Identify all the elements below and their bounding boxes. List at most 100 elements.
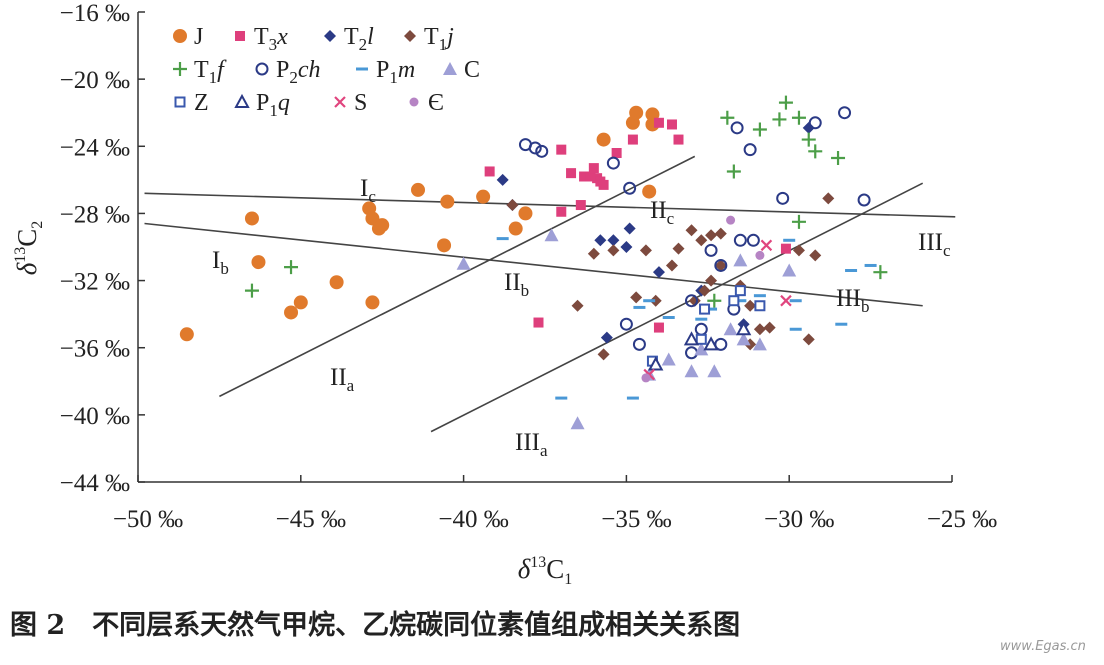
point [575, 200, 586, 211]
label-element: C [546, 554, 564, 584]
region-label: IIc [650, 197, 675, 228]
point [630, 291, 643, 304]
point [780, 243, 791, 254]
point [362, 201, 377, 216]
point [623, 222, 636, 235]
region-label: IIIb [836, 285, 869, 316]
reference-line [219, 155, 696, 398]
point [733, 253, 748, 267]
reference-line [144, 192, 956, 218]
point [752, 337, 767, 351]
point [571, 299, 584, 312]
point [639, 244, 652, 257]
point [699, 303, 711, 315]
point [707, 293, 722, 308]
point [780, 294, 792, 307]
point [411, 182, 426, 197]
point [496, 173, 509, 186]
point [714, 227, 727, 240]
point [535, 144, 549, 158]
point [371, 221, 386, 236]
point [649, 294, 662, 307]
point [544, 228, 559, 242]
region-label: Ic [360, 175, 376, 206]
point [734, 285, 746, 297]
point [838, 106, 852, 120]
point [831, 151, 846, 166]
region-label: IIIa [515, 429, 548, 460]
x-tick-label: −45 ‰ [276, 506, 346, 533]
point [653, 322, 664, 333]
legend-label: T3x [254, 24, 288, 54]
x-tick-label: −50 ‰ [113, 506, 183, 533]
point [476, 189, 491, 204]
legend-marker [404, 30, 416, 42]
point [672, 242, 685, 255]
point [508, 221, 523, 236]
point [705, 274, 718, 287]
point [518, 206, 533, 221]
point [284, 305, 299, 320]
point [714, 258, 728, 272]
y-tick-label: −44 ‰ [60, 470, 130, 497]
point [620, 241, 633, 253]
legend-marker [235, 31, 245, 41]
point [570, 416, 585, 430]
point [735, 321, 752, 336]
point [791, 214, 806, 229]
point [437, 238, 452, 253]
caption: 图 2 不同层系天然气甲烷、乙烷碳同位素值组成相关关系图 [10, 609, 740, 641]
point [791, 110, 806, 125]
x-tick-label: −30 ‰ [764, 506, 834, 533]
y-tick-label: −32 ‰ [60, 269, 130, 296]
point [744, 299, 757, 312]
point [607, 234, 620, 247]
y-tick-label: −28 ‰ [60, 201, 130, 228]
point [705, 229, 718, 242]
watermark: www.Egas.cn [1000, 639, 1086, 654]
point [736, 332, 751, 346]
y-tick-label: −40 ‰ [60, 403, 130, 430]
y-tick-label: −36 ‰ [60, 336, 130, 363]
point [684, 364, 699, 378]
y-tick-label: −16 ‰ [60, 0, 130, 27]
point [772, 112, 787, 127]
point [607, 244, 620, 257]
point [703, 336, 719, 351]
point [695, 234, 708, 247]
point [244, 211, 259, 226]
legend-label: P2ch [276, 57, 321, 87]
legend-label: T1f [194, 57, 227, 87]
point [782, 263, 797, 277]
point [506, 199, 519, 212]
point [648, 356, 664, 371]
label-symbol: δ [518, 554, 531, 584]
point [661, 352, 676, 366]
point [753, 323, 766, 336]
legend-label: P1q [256, 90, 290, 120]
point [802, 121, 815, 134]
point [728, 295, 740, 307]
y-axis-label: δ13C2 [12, 221, 46, 276]
point [666, 119, 677, 130]
point [726, 215, 736, 225]
legend-label: C [464, 57, 480, 83]
point [694, 342, 709, 356]
point [611, 148, 622, 158]
point [720, 110, 735, 125]
reference-line [144, 222, 923, 307]
point [698, 284, 711, 297]
legend-marker [234, 93, 250, 108]
point [743, 143, 757, 157]
reference-line [430, 182, 924, 433]
point [456, 256, 471, 270]
point [683, 331, 700, 346]
legend-marker [409, 97, 419, 107]
region-label: IIb [504, 269, 529, 300]
point [585, 171, 596, 182]
legend-marker [334, 96, 346, 108]
legend-label: Є [428, 90, 444, 116]
point [629, 105, 644, 120]
